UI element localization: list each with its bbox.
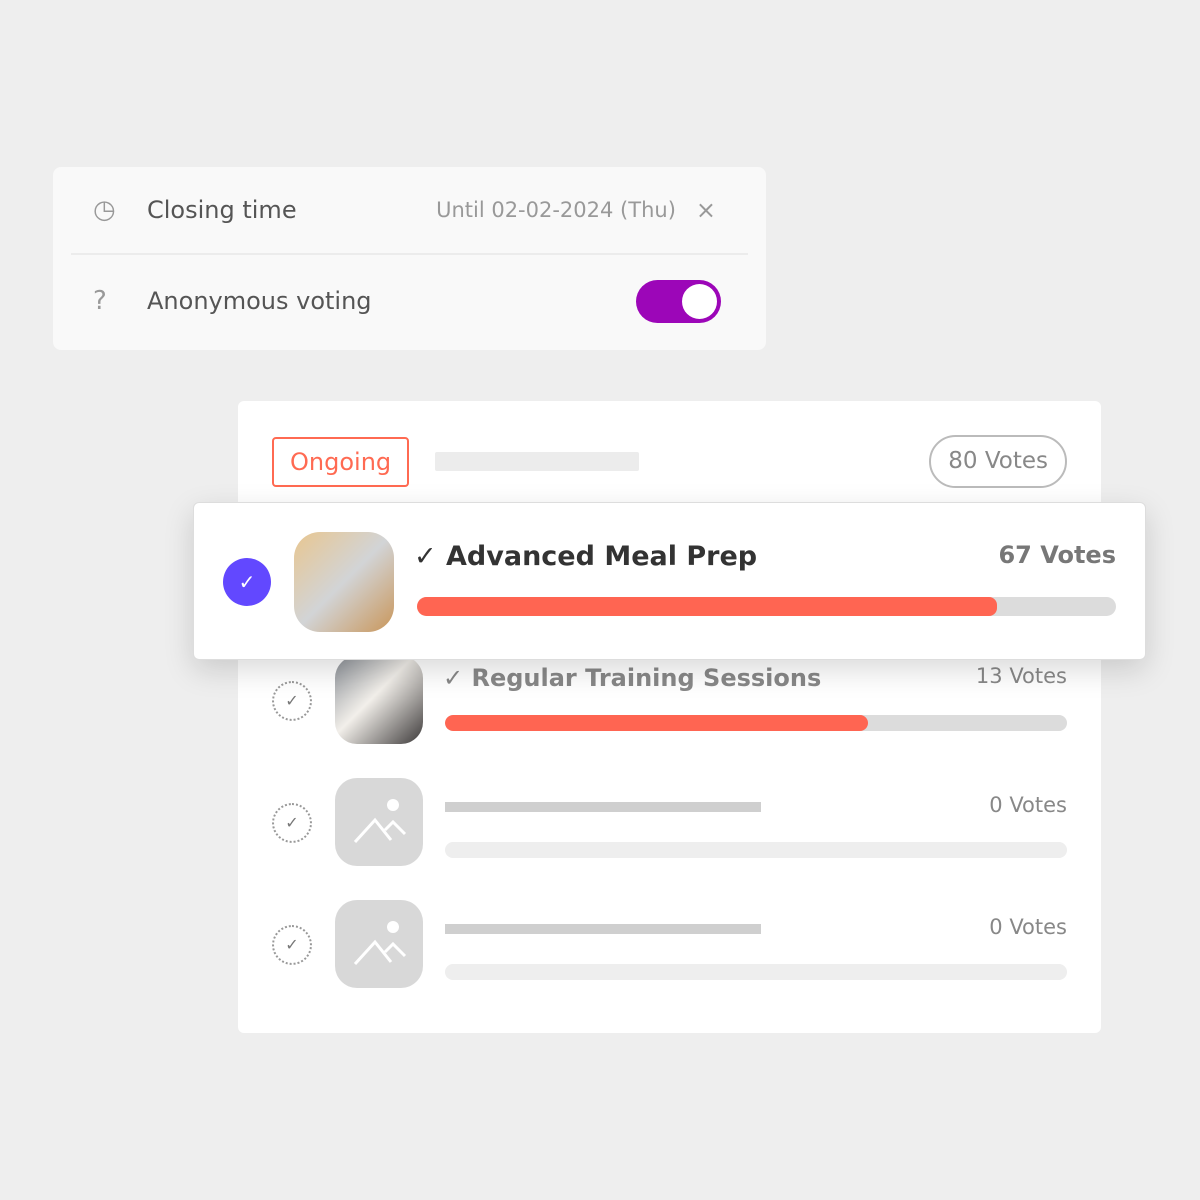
option-progress-bar [445, 964, 1067, 980]
anonymous-voting-label: Anonymous voting [147, 287, 372, 315]
poll-option[interactable]: ✓ 0 Votes [238, 900, 1101, 1010]
total-votes-badge: 80 Votes [929, 435, 1067, 488]
poll-card: Ongoing 80 Votes ✓ ✓ Regular Training Se… [238, 401, 1101, 1033]
option-title-text: Regular Training Sessions [471, 664, 822, 692]
option-checkbox[interactable]: ✓ [272, 681, 312, 721]
title-placeholder [445, 802, 761, 812]
option-image [335, 656, 423, 744]
progress-fill [445, 715, 868, 731]
option-title-text: Advanced Meal Prep [446, 541, 758, 572]
closing-time-label: Closing time [147, 196, 297, 224]
option-title: ✓ Regular Training Sessions [443, 664, 822, 692]
option-votes: 0 Votes [989, 915, 1067, 939]
anonymous-voting-row: ? Anonymous voting [71, 257, 748, 345]
image-placeholder-icon [335, 778, 423, 866]
question-icon: ? [93, 286, 107, 316]
poll-option[interactable]: ✓ 0 Votes [238, 778, 1101, 888]
option-checkbox[interactable]: ✓ [272, 803, 312, 843]
option-image [294, 532, 394, 632]
status-badge: Ongoing [272, 437, 410, 487]
option-votes: 0 Votes [989, 793, 1067, 817]
closing-time-value[interactable]: Until 02-02-2024 (Thu) [436, 198, 676, 222]
selected-poll-option[interactable]: ✓ ✓ Advanced Meal Prep 67 Votes [193, 502, 1146, 660]
option-progress-bar [445, 842, 1067, 858]
option-title: ✓ Advanced Meal Prep [414, 541, 757, 572]
option-votes: 13 Votes [975, 664, 1067, 688]
progress-fill [417, 597, 998, 616]
option-checkbox[interactable]: ✓ [272, 925, 312, 965]
option-progress-bar [445, 715, 1067, 731]
option-progress-bar [417, 597, 1116, 616]
option-votes: 67 Votes [998, 541, 1116, 569]
title-placeholder [435, 452, 639, 471]
selected-check-icon[interactable]: ✓ [223, 558, 271, 606]
image-placeholder-icon [335, 900, 423, 988]
poll-settings-panel: ◷ Closing time Until 02-02-2024 (Thu) × … [53, 167, 766, 350]
poll-option[interactable]: ✓ ✓ Regular Training Sessions 13 Votes [238, 651, 1101, 761]
closing-time-row[interactable]: ◷ Closing time Until 02-02-2024 (Thu) × [71, 167, 748, 255]
title-placeholder [445, 924, 761, 934]
clock-history-icon: ◷ [93, 195, 116, 225]
check-icon: ✓ [414, 541, 437, 572]
anonymous-voting-toggle[interactable] [636, 279, 721, 323]
close-icon[interactable]: × [695, 196, 716, 224]
toggle-knob [682, 283, 717, 319]
